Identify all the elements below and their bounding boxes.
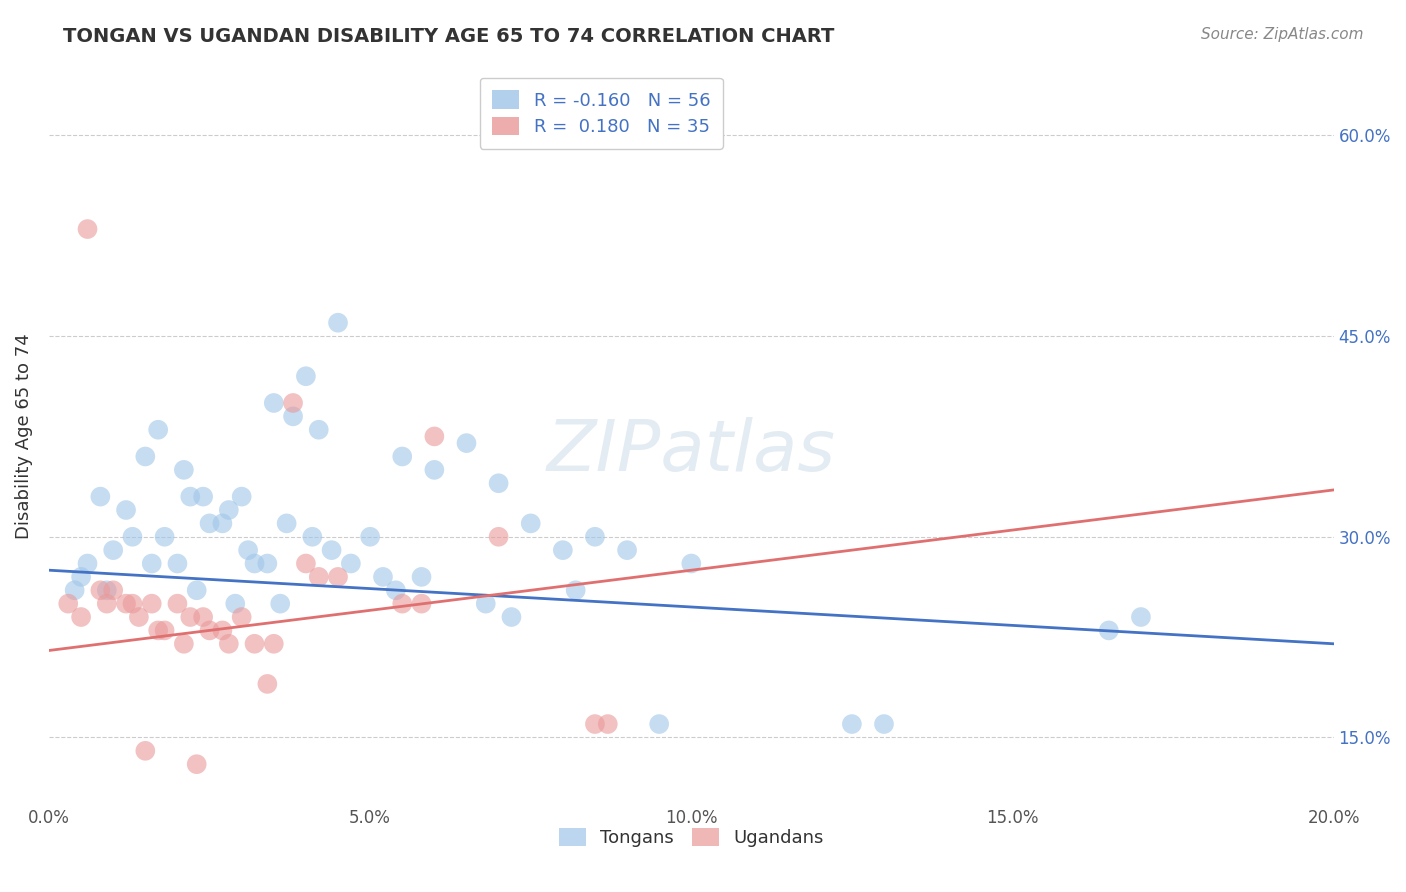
Point xyxy=(243,557,266,571)
Point xyxy=(583,530,606,544)
Point xyxy=(456,436,478,450)
Point xyxy=(391,597,413,611)
Point xyxy=(198,624,221,638)
Point xyxy=(218,637,240,651)
Point xyxy=(391,450,413,464)
Point xyxy=(103,543,125,558)
Point xyxy=(269,597,291,611)
Point xyxy=(263,637,285,651)
Point xyxy=(385,583,408,598)
Point xyxy=(70,570,93,584)
Point xyxy=(76,222,98,236)
Point xyxy=(1129,610,1152,624)
Point xyxy=(411,570,433,584)
Point xyxy=(179,490,201,504)
Point xyxy=(423,429,446,443)
Point xyxy=(224,597,246,611)
Point xyxy=(281,409,304,424)
Point xyxy=(841,717,863,731)
Point xyxy=(596,717,619,731)
Point xyxy=(281,396,304,410)
Point xyxy=(76,557,98,571)
Y-axis label: Disability Age 65 to 74: Disability Age 65 to 74 xyxy=(15,334,32,540)
Point xyxy=(501,610,523,624)
Point xyxy=(166,597,188,611)
Point xyxy=(89,490,111,504)
Point xyxy=(295,557,318,571)
Point xyxy=(488,476,510,491)
Point xyxy=(308,423,330,437)
Point xyxy=(121,597,143,611)
Point xyxy=(179,610,201,624)
Point xyxy=(211,516,233,531)
Point xyxy=(191,490,214,504)
Point xyxy=(326,316,349,330)
Point xyxy=(186,583,208,598)
Point xyxy=(63,583,86,598)
Point xyxy=(96,583,118,598)
Point xyxy=(218,503,240,517)
Point xyxy=(583,717,606,731)
Point xyxy=(1098,624,1121,638)
Text: ZIPatlas: ZIPatlas xyxy=(547,417,835,485)
Point xyxy=(96,597,118,611)
Point xyxy=(146,423,169,437)
Point xyxy=(564,583,586,598)
Point xyxy=(141,557,163,571)
Point xyxy=(423,463,446,477)
Point xyxy=(191,610,214,624)
Point xyxy=(115,597,138,611)
Point xyxy=(115,503,138,517)
Point xyxy=(276,516,298,531)
Text: Source: ZipAtlas.com: Source: ZipAtlas.com xyxy=(1201,27,1364,42)
Point xyxy=(153,530,176,544)
Point xyxy=(295,369,318,384)
Point xyxy=(134,744,156,758)
Point xyxy=(146,624,169,638)
Point xyxy=(321,543,343,558)
Point xyxy=(211,624,233,638)
Point xyxy=(103,583,125,598)
Point xyxy=(359,530,381,544)
Point xyxy=(256,557,278,571)
Text: TONGAN VS UGANDAN DISABILITY AGE 65 TO 74 CORRELATION CHART: TONGAN VS UGANDAN DISABILITY AGE 65 TO 7… xyxy=(63,27,835,45)
Point xyxy=(519,516,541,531)
Point xyxy=(256,677,278,691)
Point xyxy=(89,583,111,598)
Point xyxy=(873,717,896,731)
Point xyxy=(141,597,163,611)
Point xyxy=(231,490,253,504)
Legend: Tongans, Ugandans: Tongans, Ugandans xyxy=(551,821,831,855)
Point xyxy=(308,570,330,584)
Point xyxy=(681,557,703,571)
Point xyxy=(134,450,156,464)
Point xyxy=(648,717,671,731)
Point xyxy=(173,463,195,477)
Point xyxy=(616,543,638,558)
Point xyxy=(198,516,221,531)
Point xyxy=(166,557,188,571)
Point xyxy=(488,530,510,544)
Point xyxy=(474,597,496,611)
Point xyxy=(173,637,195,651)
Point xyxy=(128,610,150,624)
Point xyxy=(551,543,574,558)
Point xyxy=(263,396,285,410)
Point xyxy=(153,624,176,638)
Point xyxy=(121,530,143,544)
Point xyxy=(371,570,394,584)
Point xyxy=(186,757,208,772)
Point xyxy=(301,530,323,544)
Point xyxy=(236,543,259,558)
Point xyxy=(70,610,93,624)
Point xyxy=(243,637,266,651)
Point xyxy=(340,557,363,571)
Point xyxy=(411,597,433,611)
Point xyxy=(58,597,80,611)
Point xyxy=(326,570,349,584)
Point xyxy=(231,610,253,624)
